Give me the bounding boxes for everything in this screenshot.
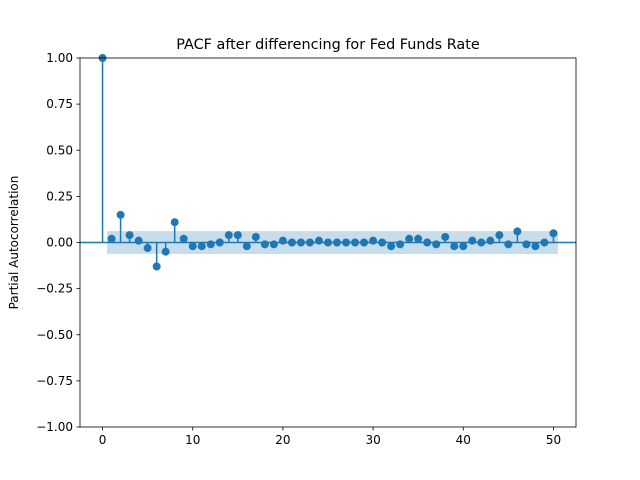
marker-lag-4 <box>134 236 143 245</box>
marker-lag-46 <box>513 227 522 236</box>
marker-lag-16 <box>242 242 251 251</box>
marker-lag-29 <box>360 238 369 247</box>
marker-lag-10 <box>188 242 197 251</box>
marker-lag-49 <box>540 238 549 247</box>
y-tick-label: −0.50 <box>36 328 73 342</box>
marker-lag-34 <box>405 234 414 243</box>
x-tick-label: 10 <box>185 433 200 447</box>
y-tick-label: 0.25 <box>46 189 73 203</box>
marker-lag-6 <box>152 262 161 271</box>
marker-lag-31 <box>378 238 387 247</box>
x-ticks: 0 10 20 30 40 50 <box>99 427 561 447</box>
chart-title: PACF after differencing for Fed Funds Ra… <box>176 37 480 53</box>
x-tick-label: 0 <box>99 433 107 447</box>
y-tick-label: 1.00 <box>46 51 73 65</box>
marker-lag-41 <box>468 236 477 245</box>
marker-lag-40 <box>459 242 468 251</box>
y-tick-label: 0.00 <box>46 236 73 250</box>
marker-lag-11 <box>197 242 206 251</box>
marker-lag-30 <box>369 236 378 245</box>
markers-layer <box>98 54 558 271</box>
y-ticks: −1.00 −0.75 −0.50 −0.25 0.00 0.25 0.50 0.75 1.00 <box>36 51 80 434</box>
marker-lag-44 <box>495 231 504 240</box>
marker-lag-1 <box>107 234 116 243</box>
marker-lag-23 <box>305 238 314 247</box>
marker-lag-35 <box>414 234 423 243</box>
marker-lag-19 <box>269 240 278 249</box>
marker-lag-8 <box>170 218 179 227</box>
y-axis-label: Partial Autocorrelation <box>7 176 21 310</box>
y-tick-label: −0.25 <box>36 282 73 296</box>
marker-lag-28 <box>351 238 360 247</box>
marker-lag-45 <box>504 240 513 249</box>
marker-lag-26 <box>333 238 342 247</box>
marker-lag-21 <box>287 238 296 247</box>
marker-lag-15 <box>233 231 242 240</box>
x-tick-label: 50 <box>546 433 561 447</box>
marker-lag-48 <box>531 242 540 251</box>
marker-lag-50 <box>549 229 558 238</box>
marker-lag-14 <box>224 231 233 240</box>
marker-lag-47 <box>522 240 531 249</box>
marker-lag-7 <box>161 247 170 256</box>
marker-lag-20 <box>278 236 287 245</box>
marker-lag-13 <box>215 238 224 247</box>
marker-lag-24 <box>314 236 323 245</box>
marker-lag-42 <box>477 238 486 247</box>
marker-lag-43 <box>486 236 495 245</box>
marker-lag-27 <box>342 238 351 247</box>
y-tick-label: −1.00 <box>36 420 73 434</box>
marker-lag-9 <box>179 234 188 243</box>
marker-lag-22 <box>296 238 305 247</box>
marker-lag-36 <box>423 238 432 247</box>
x-tick-label: 20 <box>275 433 290 447</box>
marker-lag-2 <box>116 210 125 219</box>
marker-lag-3 <box>125 231 134 240</box>
marker-lag-39 <box>450 242 459 251</box>
marker-lag-12 <box>206 240 215 249</box>
marker-lag-38 <box>441 232 450 241</box>
marker-lag-25 <box>324 238 332 247</box>
y-tick-label: −0.75 <box>36 374 73 388</box>
x-tick-label: 40 <box>456 433 471 447</box>
marker-lag-18 <box>260 240 269 249</box>
marker-lag-5 <box>143 244 152 253</box>
x-tick-label: 30 <box>365 433 380 447</box>
y-tick-label: 0.75 <box>46 97 73 111</box>
marker-lag-37 <box>432 240 441 249</box>
marker-lag-32 <box>387 242 396 251</box>
marker-lag-33 <box>396 240 405 249</box>
marker-lag-17 <box>251 232 260 241</box>
y-tick-label: 0.50 <box>46 143 73 157</box>
